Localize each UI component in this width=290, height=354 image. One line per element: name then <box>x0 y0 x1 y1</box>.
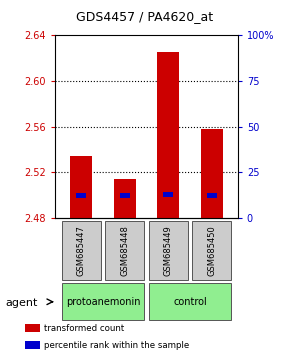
Bar <box>76 193 86 198</box>
Text: GSM685450: GSM685450 <box>207 225 216 276</box>
Bar <box>157 52 179 218</box>
Bar <box>207 193 217 198</box>
Bar <box>114 179 135 218</box>
Text: transformed count: transformed count <box>44 324 124 333</box>
Text: GSM685449: GSM685449 <box>164 225 173 276</box>
FancyBboxPatch shape <box>61 221 101 280</box>
Bar <box>70 156 92 218</box>
Text: GDS4457 / PA4620_at: GDS4457 / PA4620_at <box>77 10 213 23</box>
Bar <box>201 129 223 218</box>
FancyBboxPatch shape <box>61 284 144 320</box>
Text: GSM685448: GSM685448 <box>120 225 129 276</box>
Text: protoanemonin: protoanemonin <box>66 297 140 307</box>
FancyBboxPatch shape <box>148 284 231 320</box>
Text: agent: agent <box>6 298 38 308</box>
Text: percentile rank within the sample: percentile rank within the sample <box>44 341 189 350</box>
Bar <box>25 324 40 332</box>
FancyBboxPatch shape <box>105 221 144 280</box>
FancyBboxPatch shape <box>192 221 231 280</box>
Text: control: control <box>173 297 207 307</box>
Bar <box>25 341 40 349</box>
FancyBboxPatch shape <box>148 221 188 280</box>
Bar <box>163 192 173 197</box>
Bar <box>120 193 130 198</box>
Text: GSM685447: GSM685447 <box>77 225 86 276</box>
